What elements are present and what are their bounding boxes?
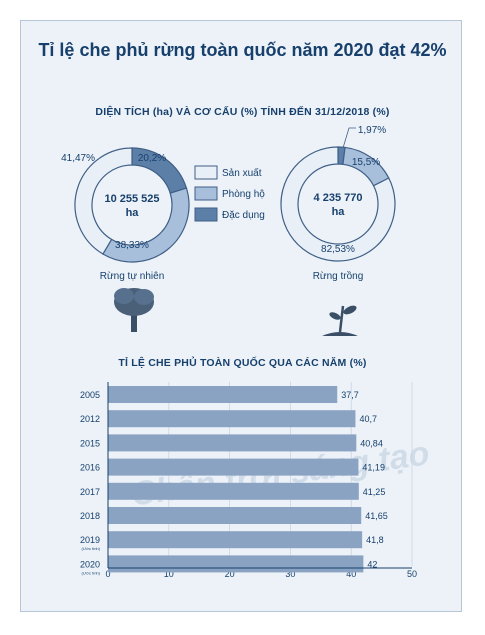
tree-canopy-icon xyxy=(114,288,134,304)
legend-swatch-1 xyxy=(194,186,218,201)
bar-category-note: (Ước tính) xyxy=(82,570,101,575)
donut-0-label-1: 38,33% xyxy=(115,240,149,251)
legend-label-2: Đặc dụng xyxy=(222,210,265,221)
legend-swatch-2 xyxy=(194,207,218,222)
donut-0-slice-0 xyxy=(74,147,133,255)
donut-section-title: DIỆN TÍCH (ha) VÀ CƠ CẤU (%) TÍNH ĐẾN 31… xyxy=(95,106,390,118)
bar-category-label: 2016 xyxy=(80,463,100,473)
donut-1-slice-0 xyxy=(280,146,396,262)
bar-category-label: 2019 xyxy=(80,535,100,545)
bar-value-label: 41,8 xyxy=(366,535,384,545)
bar-category-label: 2017 xyxy=(80,487,100,497)
bar-2016 xyxy=(108,458,359,476)
bar-2020 xyxy=(108,555,364,573)
x-tick-label: 30 xyxy=(285,569,295,579)
bar-2015 xyxy=(108,434,357,452)
donut-1-unit: ha xyxy=(332,206,346,218)
bar-value-label: 41,25 xyxy=(363,487,386,497)
bar-value-label: 37,7 xyxy=(341,390,359,400)
bar-category-label: 2020 xyxy=(80,559,100,569)
donut-1-label-2: 1,97% xyxy=(358,125,386,136)
donut-1-total: 4 235 770 xyxy=(314,192,363,204)
bar-2019 xyxy=(108,531,363,549)
bar-value-label: 42 xyxy=(367,559,377,569)
donut-0-label-2: 20,2% xyxy=(138,153,166,164)
seedling-leaf-icon xyxy=(343,305,357,315)
x-tick-label: 20 xyxy=(225,569,235,579)
bar-category-label: 2005 xyxy=(80,390,100,400)
bar-category-note: (Ước tính) xyxy=(82,546,101,551)
bar-2005 xyxy=(108,386,338,403)
bar-2012 xyxy=(108,410,356,428)
bar-category-label: 2015 xyxy=(80,438,100,448)
tree-trunk-icon xyxy=(131,308,137,332)
leader-line-dac-dung xyxy=(342,127,356,149)
bar-chart-title: TỈ LỆ CHE PHỦ TOÀN QUỐC QUA CÁC NĂM (%) xyxy=(118,357,367,369)
seedling-stem-icon xyxy=(338,305,345,333)
x-tick-label: 50 xyxy=(407,569,417,579)
legend-swatch-0 xyxy=(194,165,218,180)
bar-value-label: 41,65 xyxy=(365,511,388,521)
legend-label-0: Sản xuất xyxy=(222,167,262,179)
soil-icon xyxy=(322,332,358,336)
page-title: Tỉ lệ che phủ rừng toàn quốc năm 2020 đạ… xyxy=(38,40,447,60)
legend-label-1: Phòng hộ xyxy=(222,189,265,200)
donut-0-label-0: 41,47% xyxy=(61,153,95,164)
donut-0-name: Rừng tự nhiên xyxy=(100,271,165,282)
bar-value-label: 40,84 xyxy=(360,438,383,448)
bar-2017 xyxy=(108,482,359,500)
donut-1-name: Rừng trồng xyxy=(313,270,364,282)
seedling-leaf-icon xyxy=(329,312,341,320)
tree-canopy-icon xyxy=(134,289,154,305)
bar-value-label: 41,19 xyxy=(362,463,385,473)
donut-1-label-0: 82,53% xyxy=(321,244,355,255)
x-tick-label: 10 xyxy=(164,569,174,579)
donut-0-total: 10 255 525 xyxy=(104,193,159,205)
donut-1-label-1: 15,5% xyxy=(352,157,380,168)
donut-0-unit: ha xyxy=(126,207,140,219)
bar-value-label: 40,7 xyxy=(359,414,377,424)
bar-2018 xyxy=(108,507,362,524)
bar-category-label: 2018 xyxy=(80,511,100,521)
x-tick-label: 0 xyxy=(105,569,110,579)
x-tick-label: 40 xyxy=(346,569,356,579)
bar-category-label: 2012 xyxy=(80,414,100,424)
